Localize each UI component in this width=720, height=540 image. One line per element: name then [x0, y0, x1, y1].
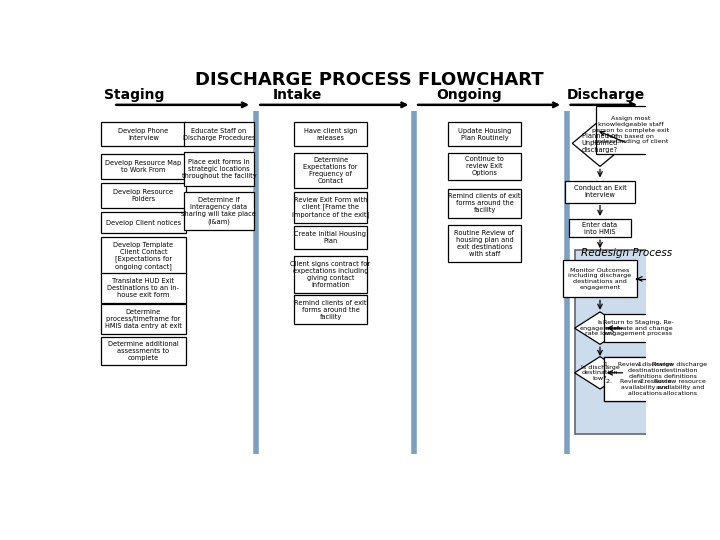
- FancyBboxPatch shape: [604, 356, 673, 401]
- FancyBboxPatch shape: [448, 122, 521, 146]
- FancyBboxPatch shape: [101, 303, 186, 334]
- FancyBboxPatch shape: [101, 338, 186, 365]
- Text: Planned or
Unplanned
discharge?: Planned or Unplanned discharge?: [582, 133, 618, 153]
- Polygon shape: [572, 120, 628, 166]
- FancyBboxPatch shape: [101, 237, 186, 274]
- FancyBboxPatch shape: [294, 122, 367, 146]
- FancyBboxPatch shape: [596, 106, 665, 154]
- Text: Review Exit Form with
client [Frame the
importance of the exit]: Review Exit Form with client [Frame the …: [292, 197, 369, 218]
- Text: Conduct an Exit
Interview: Conduct an Exit Interview: [574, 185, 626, 198]
- Text: Educate Staff on
Discharge Procedures: Educate Staff on Discharge Procedures: [183, 127, 255, 140]
- FancyBboxPatch shape: [184, 192, 253, 231]
- Text: Assign most
knowledgeable staff
person to complete exit
form based on
understand: Assign most knowledgeable staff person t…: [593, 116, 670, 144]
- Text: DISCHARGE PROCESS FLOWCHART: DISCHARGE PROCESS FLOWCHART: [194, 71, 544, 89]
- Text: Return to Staging, Re-
evaluate and change
engagement process: Return to Staging, Re- evaluate and chan…: [603, 320, 674, 336]
- Text: Develop Resource
Folders: Develop Resource Folders: [113, 189, 174, 202]
- Text: Develop Template
Client Contact
[Expectations for
ongoing contact]: Develop Template Client Contact [Expecta…: [113, 241, 174, 270]
- Text: Determine
process/timeframe for
HMIS data entry at exit: Determine process/timeframe for HMIS dat…: [105, 309, 182, 329]
- Text: 1.    Review discharge
       destination
       definitions
2.    Review resour: 1. Review discharge destination definiti…: [639, 362, 708, 396]
- Text: Create initial Housing
Plan: Create initial Housing Plan: [294, 231, 366, 244]
- Text: Determine if
interagency data
sharing will take place
(I&am): Determine if interagency data sharing wi…: [181, 197, 256, 225]
- Text: Client signs contract for
expectations including
giving contact
information: Client signs contract for expectations i…: [290, 261, 371, 288]
- FancyBboxPatch shape: [564, 260, 636, 298]
- Text: 1.    Review discharge
       destination
       definitions
2.    Review resour: 1. Review discharge destination definiti…: [604, 362, 673, 396]
- FancyBboxPatch shape: [294, 295, 367, 325]
- Text: Determine additional
assessments to
complete: Determine additional assessments to comp…: [108, 341, 179, 361]
- Polygon shape: [575, 356, 626, 389]
- FancyBboxPatch shape: [101, 273, 186, 303]
- FancyBboxPatch shape: [101, 184, 186, 208]
- FancyBboxPatch shape: [448, 225, 521, 262]
- Text: Determine
Expectations for
Frequency of
Contact: Determine Expectations for Frequency of …: [303, 157, 358, 184]
- FancyBboxPatch shape: [101, 154, 186, 179]
- Text: Develop Phone
Interview: Develop Phone Interview: [118, 127, 168, 140]
- Polygon shape: [575, 312, 626, 345]
- Text: Develop Client notices: Develop Client notices: [106, 220, 181, 226]
- FancyBboxPatch shape: [294, 256, 367, 293]
- Text: Redesign Process: Redesign Process: [581, 248, 672, 259]
- Text: Update Housing
Plan Routinely: Update Housing Plan Routinely: [458, 127, 511, 140]
- FancyBboxPatch shape: [604, 356, 673, 401]
- FancyBboxPatch shape: [294, 226, 367, 249]
- FancyBboxPatch shape: [101, 122, 186, 146]
- FancyBboxPatch shape: [575, 249, 652, 434]
- Text: Have client sign
releases: Have client sign releases: [304, 127, 357, 140]
- Text: Enter data
into HMIS: Enter data into HMIS: [582, 221, 618, 234]
- Text: Continue to
review Exit
Options: Continue to review Exit Options: [465, 157, 504, 177]
- FancyBboxPatch shape: [294, 192, 367, 222]
- Text: Is
engagement
rate low?: Is engagement rate low?: [580, 320, 621, 336]
- Text: Remind clients of exit
forms around the
facility: Remind clients of exit forms around the …: [294, 300, 366, 320]
- FancyBboxPatch shape: [184, 152, 253, 186]
- Text: Translate HUD Exit
Destinations to an in-
house exit form: Translate HUD Exit Destinations to an in…: [107, 278, 179, 298]
- FancyBboxPatch shape: [565, 181, 634, 202]
- Text: Staging: Staging: [104, 88, 164, 102]
- Text: Is discharge
destination
low?: Is discharge destination low?: [580, 364, 619, 381]
- Text: Remind clients of exit
forms around the
facility: Remind clients of exit forms around the …: [449, 193, 521, 213]
- Text: Monitor Outcomes
including discharge
destinations and
engagement: Monitor Outcomes including discharge des…: [568, 268, 631, 290]
- FancyBboxPatch shape: [294, 153, 367, 188]
- FancyBboxPatch shape: [604, 314, 673, 342]
- FancyBboxPatch shape: [101, 212, 186, 233]
- Text: Develop Resource Map
to Work From: Develop Resource Map to Work From: [105, 160, 181, 173]
- Text: Intake: Intake: [273, 88, 322, 102]
- FancyBboxPatch shape: [448, 153, 521, 180]
- Text: Ongoing: Ongoing: [436, 88, 502, 102]
- Text: Place exit forms in
strategic locations
throughout the facility: Place exit forms in strategic locations …: [181, 159, 256, 179]
- Text: Routine Review of
housing plan and
exit destinations
with staff: Routine Review of housing plan and exit …: [454, 230, 515, 257]
- FancyBboxPatch shape: [448, 189, 521, 218]
- FancyBboxPatch shape: [570, 219, 631, 237]
- Text: Discharge: Discharge: [567, 88, 645, 102]
- FancyBboxPatch shape: [184, 122, 253, 146]
